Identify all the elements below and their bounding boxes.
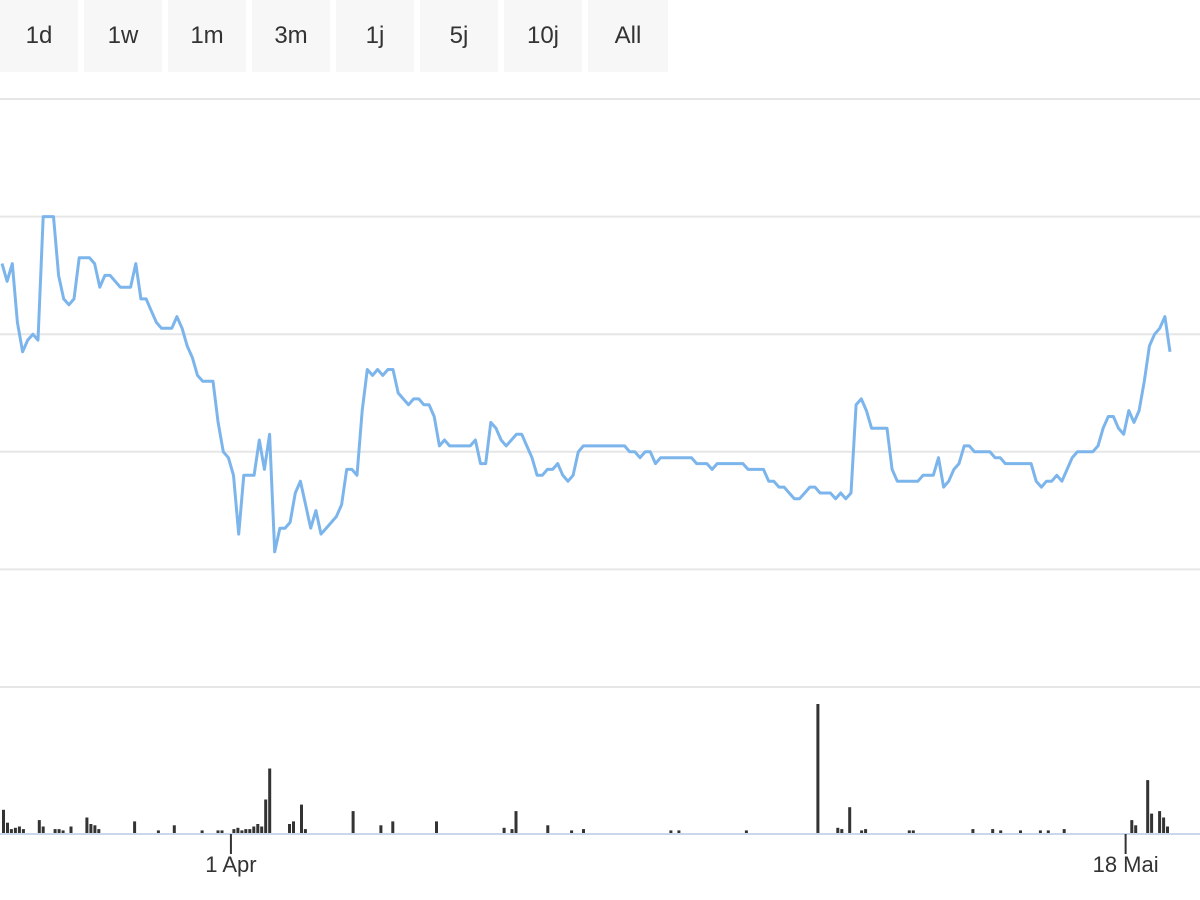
volume-bar xyxy=(502,827,506,833)
volume-bar xyxy=(1046,830,1050,833)
volume-bar xyxy=(1166,826,1169,833)
volume-bar xyxy=(999,830,1003,833)
volume-bars xyxy=(2,704,1169,833)
volume-bar xyxy=(260,826,264,833)
volume-bar xyxy=(1062,829,1066,833)
volume-bar xyxy=(256,824,260,833)
volume-bar xyxy=(288,824,291,833)
volume-bar xyxy=(514,811,518,833)
volume-bar xyxy=(200,830,204,833)
volume-bar xyxy=(172,825,176,833)
volume-bar xyxy=(97,829,101,833)
volume-bar xyxy=(17,826,21,833)
volume-bar xyxy=(13,827,17,833)
volume-bar xyxy=(9,829,13,833)
range-button-5j[interactable]: 5j xyxy=(420,0,498,72)
volume-bar xyxy=(240,830,244,833)
x-tick-label: 18 Mai xyxy=(1093,852,1159,877)
volume-bar xyxy=(1019,830,1022,833)
volume-bar xyxy=(156,830,160,833)
volume-bar xyxy=(89,824,93,833)
volume-bar xyxy=(907,830,911,833)
volume-bar xyxy=(53,829,57,833)
volume-bar xyxy=(61,830,65,833)
volume-bar xyxy=(1158,811,1162,833)
volume-bar xyxy=(220,830,224,833)
volume-bar xyxy=(69,826,73,833)
volume-bar xyxy=(300,804,303,833)
volume-bar xyxy=(911,830,915,833)
volume-bar xyxy=(971,829,975,833)
volume-bar xyxy=(1162,817,1166,833)
volume-bar xyxy=(744,830,748,833)
volume-bar xyxy=(264,799,268,833)
volume-bar xyxy=(510,829,514,833)
volume-bar xyxy=(1150,813,1154,833)
volume-bar xyxy=(248,829,252,833)
volume-bar xyxy=(391,821,395,833)
volume-bar xyxy=(2,809,5,833)
volume-bar xyxy=(570,830,574,833)
volume-bar xyxy=(216,830,220,833)
range-selector: 1d 1w 1m 3m 1j 5j 10j All xyxy=(0,0,668,72)
volume-bar xyxy=(85,817,89,833)
volume-bar xyxy=(351,811,355,833)
volume-bar xyxy=(57,829,61,833)
volume-bar xyxy=(232,829,236,833)
volume-bar xyxy=(252,826,256,833)
volume-bar xyxy=(677,830,681,833)
volume-bar xyxy=(37,820,41,833)
volume-bar xyxy=(303,829,307,833)
x-axis-ticks: 1 Apr 18 Mai xyxy=(205,834,1159,877)
volume-bar xyxy=(1134,825,1138,833)
volume-bar xyxy=(546,825,550,833)
volume-bar xyxy=(244,829,248,833)
range-button-1j[interactable]: 1j xyxy=(336,0,414,72)
volume-bar xyxy=(848,807,852,833)
range-button-1w[interactable]: 1w xyxy=(84,0,162,72)
range-button-1d[interactable]: 1d xyxy=(0,0,78,72)
volume-bar xyxy=(292,821,295,833)
volume-bar xyxy=(435,821,438,833)
volume-bar xyxy=(860,830,864,833)
volume-bar xyxy=(864,829,868,833)
volume-bar xyxy=(1130,820,1134,833)
volume-bar xyxy=(93,825,97,833)
volume-bar xyxy=(1038,830,1042,833)
volume-bar xyxy=(816,704,820,833)
range-button-1m[interactable]: 1m xyxy=(168,0,246,72)
volume-bar xyxy=(236,827,240,833)
grid-lines xyxy=(0,98,1200,688)
volume-bar xyxy=(991,829,995,833)
volume-bar xyxy=(669,830,673,833)
volume-bar xyxy=(379,825,383,833)
volume-bar xyxy=(836,827,840,833)
x-tick-label: 1 Apr xyxy=(205,852,256,877)
volume-bar xyxy=(840,829,844,833)
volume-bar xyxy=(1146,780,1150,833)
volume-bar xyxy=(41,826,45,833)
volume-bar xyxy=(582,829,585,833)
range-button-all[interactable]: All xyxy=(588,0,668,72)
volume-bar xyxy=(6,822,9,833)
price-series-line xyxy=(0,215,1172,554)
volume-bar xyxy=(268,768,272,833)
volume-bar xyxy=(21,829,25,833)
range-button-10j[interactable]: 10j xyxy=(504,0,582,72)
range-button-3m[interactable]: 3m xyxy=(252,0,330,72)
volume-bar xyxy=(133,821,137,833)
